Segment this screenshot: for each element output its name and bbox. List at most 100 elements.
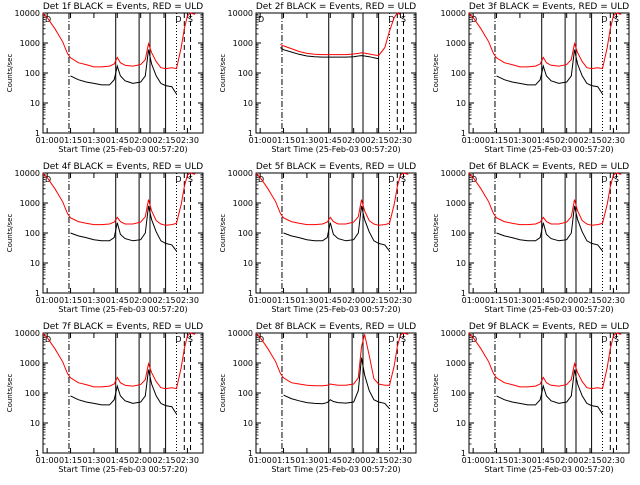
y-axis-label: Counts/sec (6, 374, 14, 413)
x-tick-label: 02:00 (342, 136, 365, 145)
x-tick-label: 02:15 (366, 296, 389, 305)
x-tick-label: 02:15 (153, 456, 176, 465)
flag-label: D (258, 15, 264, 24)
panel-title: Det 8f BLACK = Events, RED = ULD (256, 322, 416, 332)
y-tick-label: 1000 (233, 359, 253, 368)
x-tick-label: 02:15 (366, 136, 389, 145)
x-tick-label: 02:15 (153, 136, 176, 145)
x-tick-label: 01:15 (272, 296, 295, 305)
panel-det-9f: Det 9f BLACK = Events, RED = ULD 1 10 100 10… (432, 322, 630, 474)
x-tick-label: 01:30 (508, 136, 531, 145)
flag-label: D (388, 175, 394, 184)
flag-label: S (188, 335, 193, 344)
x-axis-label: Start Time (25-Feb-03 00:57:20) (58, 145, 187, 154)
events-series-line (283, 205, 390, 252)
y-tick-label: 1000 (233, 39, 253, 48)
x-tick-label: 02:15 (366, 456, 389, 465)
x-tick-label: 01:15 (485, 456, 508, 465)
y-axis-label: Counts/sec (6, 54, 14, 93)
panel-det-7f: Det 7f BLACK = Events, RED = ULD 1 10 100 10… (6, 322, 204, 474)
y-axis-label: Counts/sec (219, 54, 227, 93)
uld-series-line (255, 332, 409, 387)
panel-title: Det 1f BLACK = Events, RED = ULD (43, 2, 203, 12)
x-tick-label: 02:30 (176, 136, 199, 145)
panel-title: Det 4f BLACK = Events, RED = ULD (43, 162, 203, 172)
flag-label: S (614, 175, 619, 184)
uld-series-line (42, 172, 196, 226)
x-tick-label: 02:00 (342, 456, 365, 465)
plot-frame (468, 332, 630, 454)
x-tick-label: 01:00 (462, 136, 485, 145)
plot-frame (42, 12, 204, 134)
x-tick-label: 02:30 (176, 456, 199, 465)
x-tick-label: 01:30 (82, 136, 105, 145)
plot-frame (255, 12, 417, 134)
y-tick-label: 10000 (441, 329, 466, 338)
x-axis-label: Start Time (25-Feb-03 00:57:20) (271, 305, 400, 314)
y-tick-label: 1 (248, 449, 253, 458)
plot-frame (255, 172, 417, 294)
y-tick-label: 10000 (228, 9, 253, 18)
panel-det-4f: Det 4f BLACK = Events, RED = ULD 1 10 100 10… (6, 162, 204, 314)
x-tick-label: 01:15 (59, 456, 82, 465)
panel-title: Det 2f BLACK = Events, RED = ULD (256, 2, 416, 12)
y-tick-label: 1 (461, 449, 466, 458)
flag-label: S (614, 15, 619, 24)
uld-series-line (42, 332, 196, 390)
x-tick-label: 02:30 (389, 296, 412, 305)
flag-label: S (401, 335, 406, 344)
x-axis-label: Start Time (25-Feb-03 00:57:20) (484, 145, 613, 154)
flag-label: D (175, 335, 181, 344)
x-tick-label: 01:00 (36, 136, 59, 145)
y-tick-label: 1000 (20, 199, 40, 208)
x-tick-label: 01:15 (272, 456, 295, 465)
x-tick-label: 01:00 (249, 136, 272, 145)
x-axis-label: Start Time (25-Feb-03 00:57:20) (271, 145, 400, 154)
flag-label: S (401, 15, 406, 24)
x-tick-label: 01:45 (106, 456, 129, 465)
y-tick-label: 1 (248, 289, 253, 298)
y-tick-label: 1000 (20, 359, 40, 368)
x-tick-label: 01:30 (295, 296, 318, 305)
plot-frame (42, 172, 204, 294)
x-tick-label: 02:30 (602, 456, 625, 465)
y-tick-label: 10 (243, 419, 253, 428)
flag-label: S (188, 175, 193, 184)
x-tick-label: 01:30 (508, 456, 531, 465)
flag-label: D (388, 15, 394, 24)
flag-label: D (175, 175, 181, 184)
y-tick-label: 10000 (228, 329, 253, 338)
y-tick-label: 100 (451, 389, 466, 398)
events-series-line (496, 49, 603, 95)
panel-det-1f: Det 1f BLACK = Events, RED = ULD 1 10 100 10… (6, 2, 204, 154)
y-tick-label: 10 (30, 419, 40, 428)
x-tick-label: 01:45 (532, 296, 555, 305)
panel-title: Det 3f BLACK = Events, RED = ULD (469, 2, 629, 12)
panel-title: Det 6f BLACK = Events, RED = ULD (469, 162, 629, 172)
x-tick-label: 02:00 (342, 296, 365, 305)
y-tick-label: 1000 (446, 199, 466, 208)
y-tick-label: 10 (30, 259, 40, 268)
panel-det-5f: Det 5f BLACK = Events, RED = ULD 1 10 100 10… (219, 162, 417, 314)
y-tick-label: 100 (238, 389, 253, 398)
panel-det-6f: Det 6f BLACK = Events, RED = ULD 1 10 100 10… (432, 162, 630, 314)
y-tick-label: 100 (25, 69, 40, 78)
x-tick-label: 01:00 (36, 296, 59, 305)
x-tick-label: 01:15 (485, 296, 508, 305)
x-tick-label: 01:30 (295, 136, 318, 145)
y-tick-label: 1 (461, 129, 466, 138)
y-tick-label: 1 (35, 449, 40, 458)
flag-label: S (401, 175, 406, 184)
y-tick-label: 1 (461, 289, 466, 298)
x-tick-label: 01:00 (36, 456, 59, 465)
x-tick-label: 02:30 (389, 456, 412, 465)
y-tick-label: 1 (248, 129, 253, 138)
x-tick-label: 02:00 (555, 456, 578, 465)
events-series-line (283, 357, 390, 410)
x-tick-label: 02:15 (579, 296, 602, 305)
y-tick-label: 100 (25, 389, 40, 398)
x-tick-label: 01:30 (508, 296, 531, 305)
x-tick-label: 01:45 (106, 136, 129, 145)
flag-label: D (175, 15, 181, 24)
plot-frame (255, 332, 417, 454)
